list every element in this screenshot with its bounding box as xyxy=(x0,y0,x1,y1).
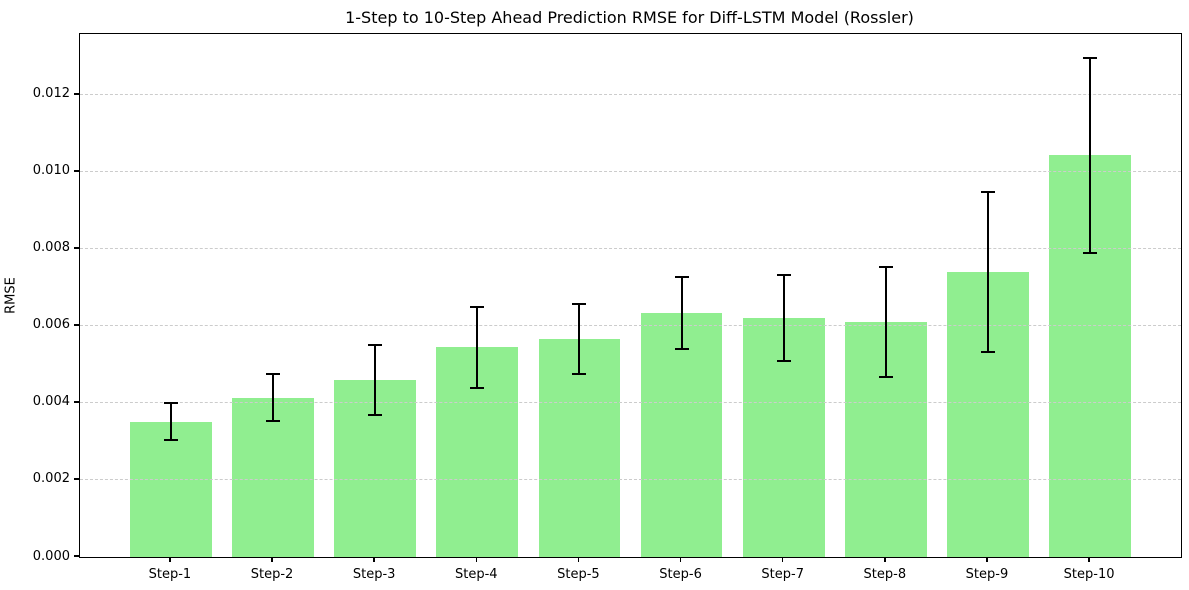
error-cap-bottom xyxy=(470,386,485,389)
y-tick-label: 0.004 xyxy=(32,394,70,410)
error-cap-bottom xyxy=(266,420,281,423)
bar-step-5 xyxy=(538,338,621,557)
x-tick-label-step-2: Step-2 xyxy=(250,567,294,582)
y-tick-mark xyxy=(74,324,79,326)
gridline xyxy=(80,94,1181,96)
x-tick-label-step-3: Step-3 xyxy=(352,567,396,582)
error-cap-top xyxy=(980,191,995,194)
error-cap-top xyxy=(572,302,587,305)
error-bar-step-10 xyxy=(1089,57,1092,253)
gridline xyxy=(80,479,1181,481)
x-tick-mark xyxy=(782,557,784,563)
gridline xyxy=(80,171,1181,173)
error-cap-bottom xyxy=(776,359,791,362)
chart-title: 1-Step to 10-Step Ahead Prediction RMSE … xyxy=(345,8,914,27)
error-cap-top xyxy=(1083,56,1098,59)
x-tick-label-step-1: Step-1 xyxy=(148,567,192,582)
error-bar-step-6 xyxy=(680,277,683,350)
plot-area xyxy=(79,33,1182,558)
y-tick-mark xyxy=(74,555,79,557)
y-tick-label: 0.012 xyxy=(32,86,70,102)
x-tick-mark xyxy=(1088,557,1090,563)
bar-step-6 xyxy=(640,313,723,557)
bar-step-1 xyxy=(130,421,212,557)
x-tick-mark xyxy=(373,557,375,563)
y-tick-mark xyxy=(74,401,79,403)
x-tick-label-step-4: Step-4 xyxy=(455,567,498,582)
gridline xyxy=(80,248,1181,250)
x-tick-mark xyxy=(271,557,273,563)
error-cap-bottom xyxy=(980,351,995,354)
x-tick-label-step-9: Step-9 xyxy=(965,567,1009,582)
x-tick-label-step-6: Step-6 xyxy=(659,567,702,582)
error-cap-bottom xyxy=(1083,251,1098,254)
error-cap-top xyxy=(368,344,383,347)
x-tick-mark xyxy=(986,557,988,563)
y-tick-mark xyxy=(74,247,79,249)
x-tick-label-step-8: Step-8 xyxy=(863,567,907,582)
error-cap-bottom xyxy=(368,413,383,416)
gridline xyxy=(80,402,1181,404)
error-cap-bottom xyxy=(878,376,893,379)
error-cap-top xyxy=(674,276,689,278)
error-bar-step-5 xyxy=(578,303,581,374)
y-tick-mark xyxy=(74,170,79,172)
x-tick-label-step-7: Step-7 xyxy=(761,567,804,582)
error-bar-step-8 xyxy=(884,267,887,378)
error-bar-step-1 xyxy=(169,403,172,441)
error-cap-top xyxy=(878,266,893,268)
x-tick-mark xyxy=(679,557,682,563)
error-bar-step-4 xyxy=(476,306,479,388)
y-tick-mark xyxy=(74,478,79,480)
error-cap-top xyxy=(163,402,178,405)
error-cap-bottom xyxy=(163,439,178,442)
x-tick-mark xyxy=(884,557,886,563)
error-cap-bottom xyxy=(572,372,587,375)
bar-step-2 xyxy=(232,397,314,557)
x-tick-mark xyxy=(577,557,580,563)
x-tick-mark xyxy=(169,557,171,563)
error-cap-top xyxy=(266,372,281,375)
error-bar-step-7 xyxy=(782,275,785,361)
y-tick-label: 0.000 xyxy=(32,548,70,564)
x-tick-mark xyxy=(475,557,477,563)
error-bar-step-3 xyxy=(374,345,377,415)
y-tick-label: 0.008 xyxy=(32,240,70,256)
error-cap-top xyxy=(470,305,485,308)
x-tick-label-step-5: Step-5 xyxy=(557,567,600,582)
y-tick-label: 0.010 xyxy=(32,163,70,179)
error-bar-step-2 xyxy=(272,373,275,422)
y-tick-mark xyxy=(74,93,79,95)
error-cap-top xyxy=(776,274,791,277)
error-bar-step-9 xyxy=(986,192,989,353)
gridline xyxy=(80,325,1181,327)
y-tick-label: 0.002 xyxy=(32,471,70,487)
error-cap-bottom xyxy=(674,348,689,351)
x-tick-label-step-10: Step-10 xyxy=(1063,567,1115,582)
y-tick-label: 0.006 xyxy=(32,317,70,333)
